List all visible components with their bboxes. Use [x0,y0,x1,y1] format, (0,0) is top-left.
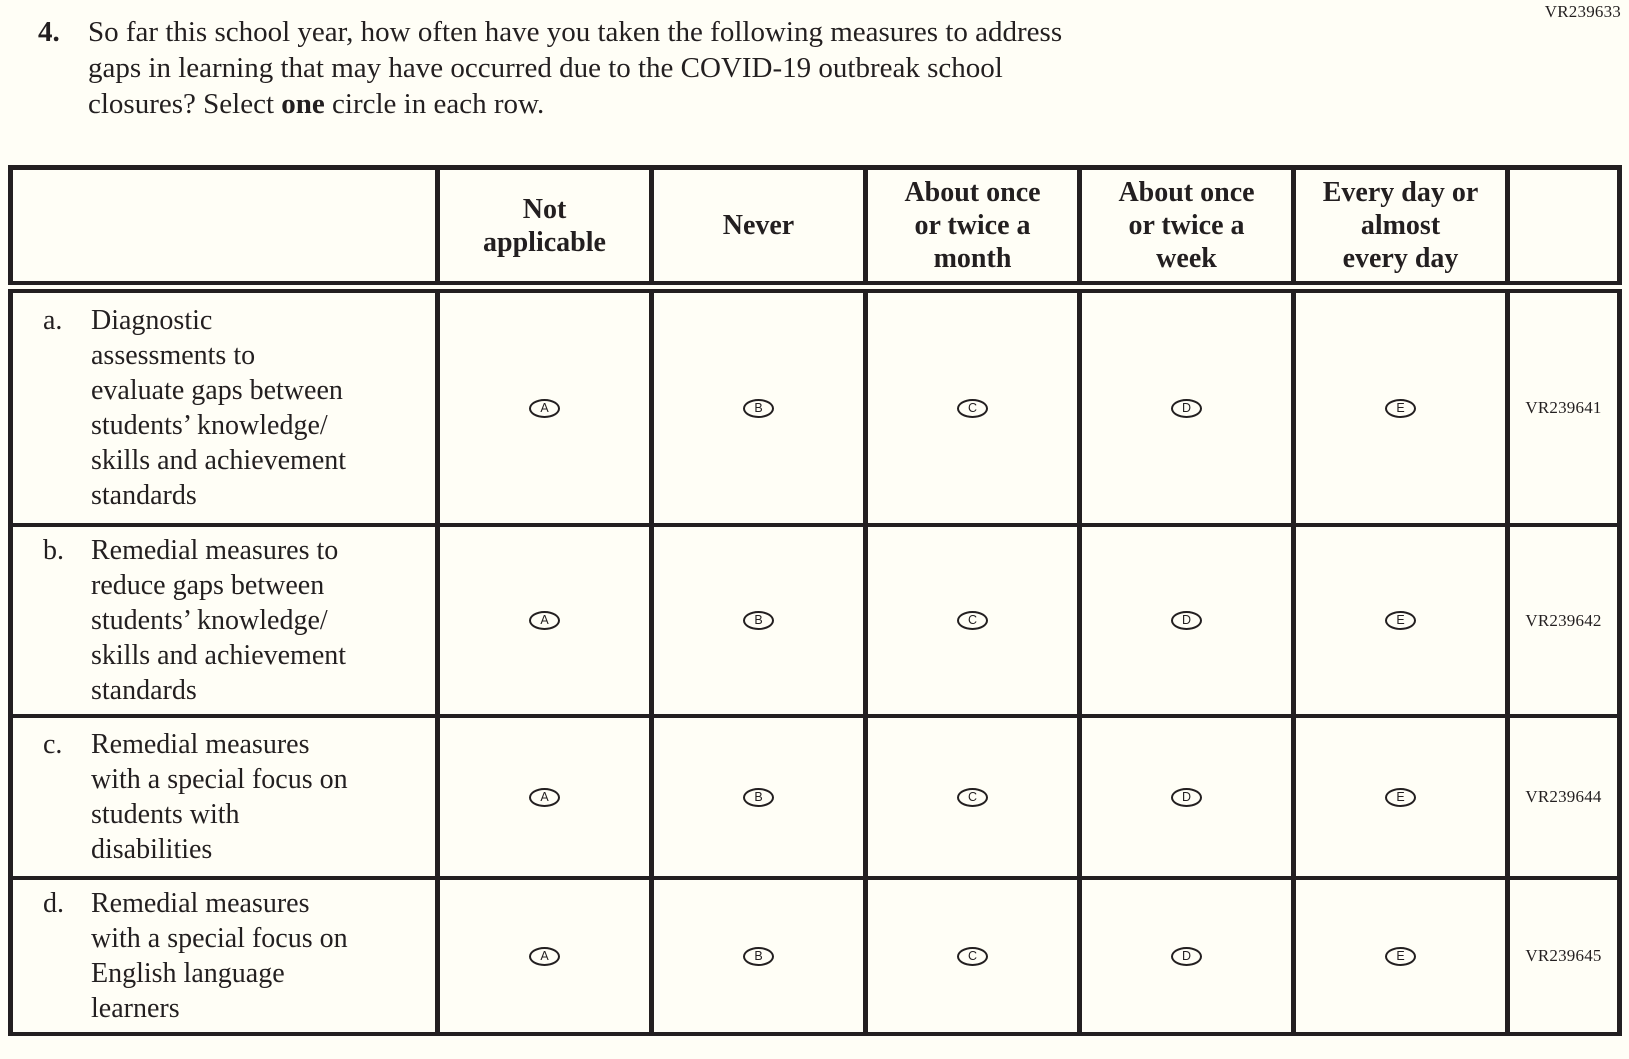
row-d-choice-oval-c[interactable]: C [957,946,988,966]
row-c-cell-never: B [649,714,868,880]
row-c-cell-once-twice-week: D [1077,714,1296,880]
header-row: Not applicable Never About once or twice… [8,165,1622,293]
choice-letter-d: D [1181,613,1192,628]
choice-letter-c: C [967,613,978,628]
row-b-cell-not-applicable: A [435,523,654,718]
row-d-choice-oval-b[interactable]: B [743,946,774,966]
row-d-label-cell: d. Remedial measures with a special focu… [8,876,440,1036]
question-block: 4. So far this school year, how often ha… [38,14,1062,122]
table-row-a: a. Diagnostic assessments to evaluate ga… [8,285,1622,527]
row-a-cell-every-day: E [1291,285,1510,527]
form-code: VR239633 [1544,2,1621,21]
row-c-cell-once-twice-month: C [863,714,1082,880]
row-c-choice-oval-a[interactable]: A [529,787,560,807]
choice-letter-d: D [1181,948,1192,963]
row-d-cell-once-twice-week: D [1077,876,1296,1036]
question-line-3-emphasis: one [281,88,325,120]
row-d-item-text: Remedial measures with a special focus o… [91,888,348,1024]
row-b-cell-once-twice-month: C [863,523,1082,718]
choice-letter-b: B [754,400,763,415]
question-line-1: So far this school year, how often have … [88,16,1063,48]
row-b-item-text: Remedial measures to reduce gaps between… [91,535,347,706]
choice-letter-a: A [540,613,549,628]
question-line-2: gaps in learning that may have occurred … [88,52,1003,84]
choice-letter-a: A [540,789,549,804]
row-a-cell-once-twice-month: C [863,285,1082,527]
choice-letter-e: E [1396,789,1405,804]
row-d-cell-once-twice-month: C [863,876,1082,1036]
row-a-choice-oval-e[interactable]: E [1385,398,1416,418]
response-grid: Not applicable Never About once or twice… [8,165,1622,1036]
row-a-choice-oval-c[interactable]: C [957,398,988,418]
row-d-choice-oval-e[interactable]: E [1385,946,1416,966]
question-line-3-suffix: circle in each row. [324,88,545,120]
header-once-twice-week: About once or twice a week [1077,165,1296,293]
header-every-day: Every day or almost every day [1291,165,1510,293]
row-b-cell-once-twice-week: D [1077,523,1296,718]
choice-letter-b: B [754,613,763,628]
row-d-cell-never: B [649,876,868,1036]
row-d-cell-every-day: E [1291,876,1510,1036]
row-a-code: VR239641 [1505,285,1622,527]
row-c-choice-oval-c[interactable]: C [957,787,988,807]
choice-letter-b: B [754,789,763,804]
header-code-column [1505,165,1622,293]
choice-letter-b: B [754,948,763,963]
choice-letter-c: C [967,400,978,415]
row-a-item-text: Diagnostic assessments to evaluate gaps … [91,305,347,511]
choice-letter-c: C [967,789,978,804]
choice-letter-d: D [1181,400,1192,415]
row-b-code: VR239642 [1505,523,1622,718]
row-b-choice-oval-e[interactable]: E [1385,611,1416,630]
row-b-choice-oval-c[interactable]: C [957,611,988,630]
row-a-choice-oval-b[interactable]: B [743,398,774,418]
row-c-choice-oval-e[interactable]: E [1385,787,1416,807]
row-c-label-cell: c. Remedial measures with a special focu… [8,714,440,880]
row-b-cell-never: B [649,523,868,718]
row-d-item-letter: d. [43,888,64,919]
row-b-choice-oval-d[interactable]: D [1171,611,1202,630]
table-row-d: d. Remedial measures with a special focu… [8,876,1622,1036]
row-c-choice-oval-b[interactable]: B [743,787,774,807]
row-c-item-text: Remedial measures with a special focus o… [91,729,348,865]
header-once-twice-month: About once or twice a month [863,165,1082,293]
choice-letter-e: E [1396,948,1405,963]
row-b-choice-oval-a[interactable]: A [529,611,560,630]
choice-letter-c: C [967,948,978,963]
row-c-cell-every-day: E [1291,714,1510,880]
row-a-choice-oval-d[interactable]: D [1171,398,1202,418]
row-c-code: VR239644 [1505,714,1622,880]
question-number: 4. [38,16,60,48]
question-line-3-prefix: closures? Select [88,88,282,120]
row-a-cell-never: B [649,285,868,527]
row-a-cell-once-twice-week: D [1077,285,1296,527]
choice-letter-e: E [1396,613,1405,628]
table-row-b: b. Remedial measures to reduce gaps betw… [8,523,1622,718]
header-stub [8,165,440,293]
row-c-cell-not-applicable: A [435,714,654,880]
row-b-choice-oval-b[interactable]: B [743,611,774,630]
row-b-item-letter: b. [43,535,64,566]
row-d-choice-oval-d[interactable]: D [1171,946,1202,966]
row-d-cell-not-applicable: A [435,876,654,1036]
choice-letter-a: A [540,948,549,963]
question-line-3: closures? Select one circle in each row. [88,86,1062,122]
row-d-choice-oval-a[interactable]: A [529,946,560,966]
row-c-item-letter: c. [43,729,63,760]
question-text: So far this school year, how often have … [88,14,1062,122]
table-row-c: c. Remedial measures with a special focu… [8,714,1622,880]
row-a-choice-oval-a[interactable]: A [529,398,560,418]
row-a-item-letter: a. [43,305,63,336]
row-a-cell-not-applicable: A [435,285,654,527]
row-a-label-cell: a. Diagnostic assessments to evaluate ga… [8,285,440,527]
row-b-label-cell: b. Remedial measures to reduce gaps betw… [8,523,440,718]
header-not-applicable: Not applicable [435,165,654,293]
choice-letter-e: E [1396,400,1405,415]
header-never: Never [649,165,868,293]
choice-letter-a: A [540,400,549,415]
row-d-code: VR239645 [1505,876,1622,1036]
row-b-cell-every-day: E [1291,523,1510,718]
choice-letter-d: D [1181,789,1192,804]
row-c-choice-oval-d[interactable]: D [1171,787,1202,807]
